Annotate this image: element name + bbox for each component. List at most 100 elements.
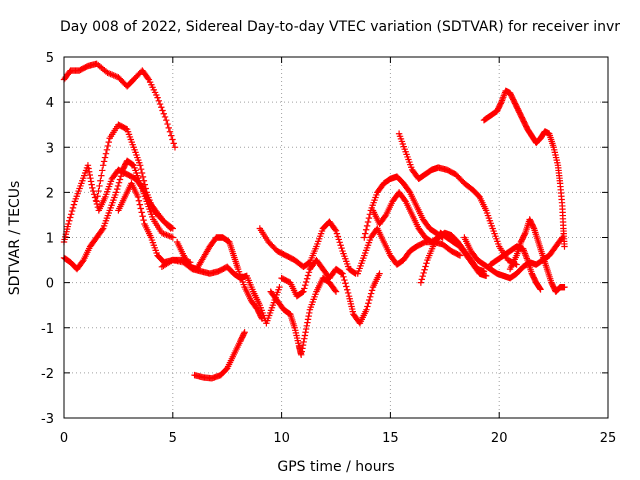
data-point-marker <box>364 303 371 310</box>
data-point-marker <box>99 226 106 233</box>
data-point-marker <box>419 272 426 280</box>
data-point-marker <box>68 207 76 215</box>
data-point-marker <box>362 230 369 237</box>
data-point-marker <box>334 233 342 240</box>
data-point-marker <box>159 107 166 114</box>
data-point-marker <box>65 220 72 228</box>
data-point-marker <box>376 270 383 277</box>
data-point-marker <box>154 94 161 101</box>
data-point-marker <box>116 176 124 183</box>
data-point-marker <box>85 168 93 175</box>
data-point-marker <box>304 272 312 279</box>
data-point-marker <box>104 142 112 150</box>
x-tick-label: 20 <box>491 431 508 446</box>
x-tick-label: 15 <box>382 431 399 446</box>
data-point-marker <box>364 218 372 226</box>
data-point-marker <box>142 185 149 192</box>
data-point-marker <box>341 276 348 284</box>
data-point-marker <box>513 261 520 268</box>
data-point-marker <box>301 285 308 292</box>
data-point-marker <box>139 173 147 181</box>
series-trace-17 <box>461 234 566 282</box>
data-point-marker <box>122 125 130 132</box>
data-point-marker <box>521 231 528 238</box>
data-point-marker <box>89 184 96 192</box>
data-point-marker <box>99 162 107 169</box>
data-point-marker <box>95 187 102 195</box>
data-point-marker <box>134 193 142 201</box>
data-point-marker <box>363 306 370 313</box>
y-tick-label: 3 <box>46 141 54 156</box>
data-point-marker <box>156 100 164 108</box>
data-point-marker <box>137 165 145 173</box>
data-point-marker <box>301 332 309 339</box>
data-point-marker <box>92 197 100 204</box>
y-axis-label: SDTVAR / TECUs <box>7 181 23 296</box>
data-point-marker <box>84 162 92 169</box>
data-point-marker <box>367 290 375 297</box>
data-point-marker <box>301 335 308 342</box>
data-point-marker <box>338 244 345 252</box>
data-point-marker <box>332 227 340 234</box>
data-point-marker <box>338 269 345 277</box>
data-point-marker <box>299 345 306 352</box>
data-points <box>60 60 568 382</box>
data-point-marker <box>303 275 311 282</box>
series-trace-19 <box>487 243 544 293</box>
data-point-marker <box>113 189 120 196</box>
data-point-marker <box>241 329 248 336</box>
data-point-marker <box>300 338 307 346</box>
y-tick-label: 4 <box>46 96 54 111</box>
data-point-marker <box>169 234 176 241</box>
data-point-marker <box>138 169 146 177</box>
data-point-marker <box>168 132 175 139</box>
data-point-marker <box>276 283 283 291</box>
data-point-marker <box>88 181 95 188</box>
data-point-marker <box>561 243 568 250</box>
data-point-marker <box>418 276 425 283</box>
data-point-marker <box>365 214 373 222</box>
data-point-marker <box>420 269 427 277</box>
data-point-marker <box>85 165 92 172</box>
data-point-marker <box>160 110 167 117</box>
data-point-marker <box>497 100 504 107</box>
data-point-marker <box>365 300 372 307</box>
y-tick-label: 2 <box>46 186 54 201</box>
data-point-marker <box>98 172 105 179</box>
data-point-marker <box>340 273 347 281</box>
data-point-marker <box>102 150 110 157</box>
data-point-marker <box>297 351 305 359</box>
data-point-marker <box>300 288 307 295</box>
data-point-marker <box>405 187 413 195</box>
data-point-marker <box>140 216 147 224</box>
x-tick-label: 25 <box>600 431 617 446</box>
data-point-marker <box>138 209 145 216</box>
data-point-marker <box>87 174 94 182</box>
data-point-marker <box>97 177 104 184</box>
data-point-marker <box>331 287 339 294</box>
data-point-marker <box>421 266 428 273</box>
series-trace-4 <box>93 121 174 232</box>
data-point-marker <box>302 325 310 333</box>
data-point-marker <box>67 211 75 218</box>
data-point-marker <box>381 213 389 220</box>
data-point-marker <box>258 315 266 322</box>
series-trace-6 <box>158 256 283 327</box>
data-point-marker <box>103 146 111 154</box>
data-point-marker <box>368 287 376 294</box>
data-point-marker <box>530 223 537 231</box>
data-point-marker <box>139 213 146 220</box>
data-point-marker <box>258 314 265 321</box>
data-point-marker <box>304 316 312 323</box>
data-point-marker <box>299 289 306 296</box>
data-point-marker <box>166 128 174 135</box>
data-point-marker <box>164 120 171 128</box>
x-tick-label: 10 <box>273 431 290 446</box>
data-point-marker <box>363 222 371 230</box>
data-point-marker <box>561 283 568 291</box>
axis-ticks: 0 5 10 15 20 25 -3 -2 -1 0 1 2 3 4 5 <box>41 51 616 446</box>
data-point-marker <box>129 161 136 168</box>
data-point-marker <box>136 201 144 208</box>
data-point-marker <box>158 104 165 111</box>
data-point-marker <box>333 230 341 237</box>
